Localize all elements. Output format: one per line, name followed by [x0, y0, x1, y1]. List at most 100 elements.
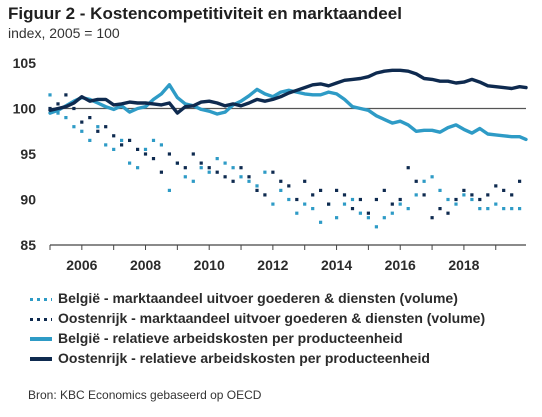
- data-point: [422, 193, 426, 197]
- data-point: [183, 166, 187, 170]
- data-point: [183, 175, 187, 179]
- data-point: [390, 202, 394, 206]
- data-point: [120, 143, 124, 147]
- data-point: [374, 197, 378, 202]
- data-point: [255, 188, 259, 192]
- data-point: [48, 106, 52, 111]
- legend-label: België - marktaandeel uitvoer goederen &…: [58, 290, 458, 306]
- data-point: [215, 157, 219, 161]
- data-point: [446, 197, 450, 202]
- data-point: [239, 166, 243, 170]
- data-point: [406, 166, 410, 170]
- data-point: [136, 147, 140, 151]
- x-tick-label: 2008: [130, 257, 161, 273]
- data-point: [279, 188, 283, 192]
- data-point: [191, 179, 195, 183]
- line-chart: 85 90 95 100 105 2006 2008 2010 2012 2014 2016 2018: [13, 55, 528, 273]
- data-point: [96, 125, 100, 129]
- data-point: [454, 202, 458, 206]
- legend-label: Oostenrijk - marktaandeel uitvoer goeder…: [58, 310, 486, 326]
- data-point: [311, 193, 315, 197]
- data-point: [247, 179, 251, 183]
- data-point: [128, 138, 132, 142]
- legend-swatch-dotted-dark: [30, 318, 52, 321]
- data-point: [215, 170, 219, 174]
- data-point: [88, 116, 92, 120]
- data-point: [191, 152, 195, 156]
- x-tick-label: 2014: [321, 257, 352, 273]
- data-point: [223, 161, 227, 165]
- data-point: [454, 197, 458, 202]
- data-point: [366, 216, 370, 220]
- data-point: [319, 188, 323, 192]
- data-point: [96, 129, 100, 133]
- data-point: [478, 207, 482, 211]
- data-point: [143, 152, 148, 156]
- x-tick-label: 2016: [385, 257, 416, 273]
- data-point: [88, 138, 92, 142]
- data-point: [366, 211, 370, 215]
- legend-swatch-solid-light: [30, 337, 52, 341]
- data-point: [470, 197, 474, 202]
- data-point: [271, 170, 275, 174]
- data-point: [430, 216, 434, 220]
- data-point: [374, 225, 378, 229]
- data-point: [303, 202, 307, 206]
- data-point: [48, 93, 52, 97]
- data-point: [335, 216, 339, 220]
- legend-label: België - relatieve arbeidskosten per pro…: [58, 330, 403, 346]
- data-point: [199, 166, 203, 170]
- data-point: [350, 197, 355, 202]
- data-point: [136, 166, 140, 170]
- data-point: [382, 216, 386, 220]
- data-point: [64, 116, 68, 120]
- data-point: [382, 188, 386, 192]
- data-point: [104, 143, 108, 147]
- series-line-2: [48, 83, 528, 142]
- data-point: [414, 193, 418, 197]
- data-point: [64, 93, 68, 97]
- y-tick-label: 85: [20, 237, 36, 253]
- data-point: [478, 197, 482, 202]
- data-point: [502, 207, 506, 211]
- series-points-0: [48, 93, 522, 229]
- data-point: [231, 166, 235, 170]
- data-point: [263, 193, 267, 197]
- data-point: [56, 111, 60, 115]
- series-layer: [48, 68, 528, 229]
- data-point: [406, 207, 410, 211]
- data-point: [303, 179, 307, 183]
- data-point: [223, 175, 227, 179]
- legend-swatch-dotted-light: [30, 298, 52, 301]
- y-tick-label: 100: [13, 101, 37, 117]
- data-point: [287, 197, 291, 202]
- data-point: [159, 170, 163, 174]
- legend-label: Oostenrijk - relatieve arbeidskosten per…: [58, 350, 430, 366]
- legend-swatch-solid-dark: [30, 357, 52, 361]
- x-tick-label: 2010: [194, 257, 225, 273]
- data-point: [518, 179, 522, 183]
- data-point: [438, 188, 442, 192]
- data-point: [335, 188, 339, 192]
- data-point: [128, 161, 132, 165]
- data-point: [112, 147, 116, 151]
- data-point: [462, 188, 466, 192]
- data-point: [398, 197, 402, 202]
- series-points-1: [48, 93, 522, 220]
- data-point: [255, 184, 259, 188]
- y-tick-label: 95: [20, 146, 36, 162]
- data-point: [207, 166, 211, 170]
- data-point: [239, 175, 243, 179]
- data-point: [151, 157, 156, 161]
- data-point: [271, 202, 275, 206]
- data-point: [502, 188, 506, 192]
- data-point: [446, 211, 450, 215]
- y-tick-label: 105: [13, 55, 37, 71]
- data-point: [263, 170, 267, 174]
- chart-subtitle: index, 2005 = 100: [8, 25, 120, 41]
- data-point: [494, 184, 498, 188]
- data-point: [510, 207, 514, 211]
- data-point: [398, 202, 402, 206]
- data-point: [167, 188, 171, 192]
- data-point: [342, 193, 347, 197]
